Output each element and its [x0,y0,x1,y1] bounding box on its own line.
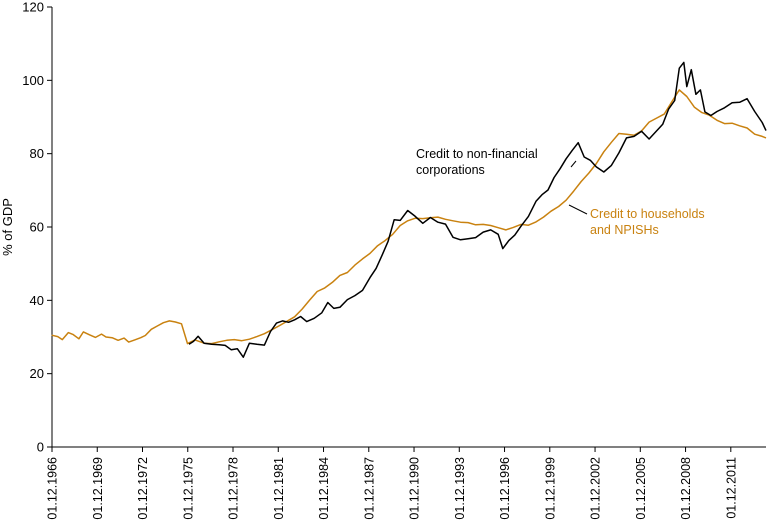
x-tick-label: 01.12.1981 [272,457,286,520]
annotation-corporations-line1: Credit to non-financial [416,147,538,161]
x-tick-label: 01.12.2011 [724,457,738,519]
annotation-leader-corporations [570,160,577,168]
annotation-households: Credit to households and NPISHs [568,204,705,237]
annotation-corporations-line2: corporations [416,163,485,177]
y-tick-label: 20 [30,366,44,381]
x-tick-label: 01.12.1975 [181,457,195,520]
x-tick-label: 01.12.2008 [679,457,693,520]
x-tick-label: 01.12.1966 [46,457,60,520]
x-tick-label: 01.12.1978 [227,457,241,520]
annotation-households-line2: and NPISHs [590,223,659,237]
y-tick-label: 120 [22,0,44,15]
x-tick-label: 01.12.1993 [453,457,467,520]
x-tick-label: 01.12.1999 [543,457,557,520]
x-tick-label: 01.12.1996 [498,457,512,520]
y-tick-label: 100 [22,73,44,88]
x-tick-label: 01.12.1972 [136,457,150,520]
annotation-households-line1: Credit to households [590,207,705,221]
x-tick-label: 01.12.2002 [589,457,603,520]
x-tick-label: 01.12.2005 [634,457,648,520]
y-axis: 0 20 40 60 80 100 120 [22,0,52,455]
annotation-leader-households [568,204,588,215]
x-tick-label: 01.12.1987 [362,457,376,520]
series-line-corporations [188,61,767,358]
y-tick-label: 60 [30,220,44,235]
annotation-corporations: Credit to non-financial corporations [416,147,577,177]
x-tick-label: 01.12.1984 [317,457,331,520]
x-axis: 01.12.1966 01.12.1969 01.12.1972 01.12.1975… [46,447,738,520]
y-tick-label: 40 [30,293,44,308]
y-tick-label: 80 [30,146,44,161]
series-layer [51,61,767,358]
x-tick-label: 01.12.1969 [91,457,105,520]
plot-frame [51,7,766,448]
y-tick-label: 0 [37,440,44,455]
x-tick-label: 01.12.1990 [408,457,422,520]
y-axis-title: % of GDP [0,198,15,256]
